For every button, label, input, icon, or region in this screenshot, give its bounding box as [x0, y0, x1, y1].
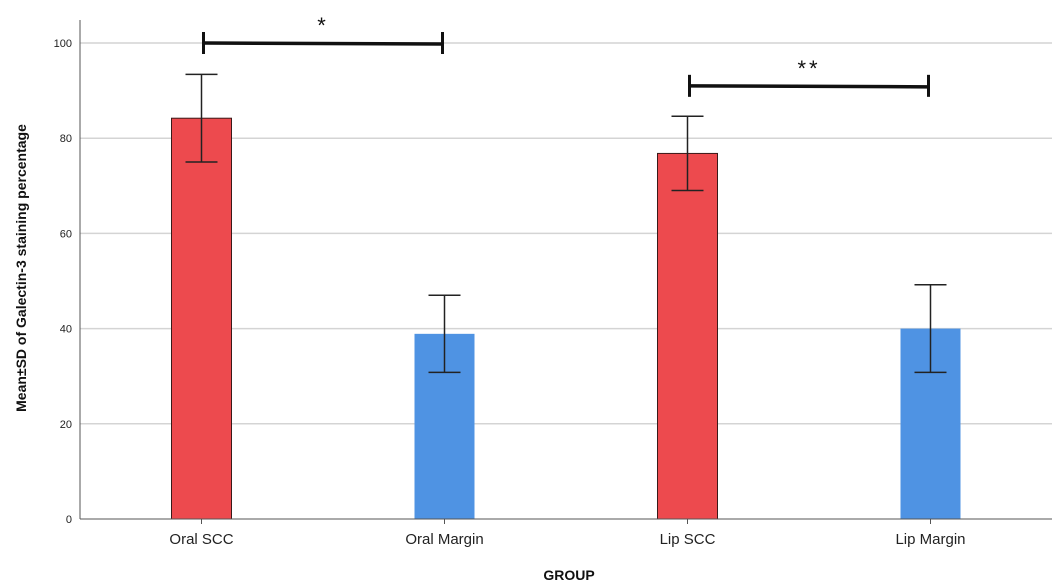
x-tick-label: Oral SCC — [169, 531, 233, 548]
y-tick-labels: 0 20 40 60 80 100 — [54, 38, 72, 526]
bars — [171, 117, 961, 520]
y-tick-label: 40 — [60, 324, 72, 336]
x-tick-label: Lip SCC — [660, 531, 716, 548]
x-tick-label: Oral Margin — [405, 531, 483, 548]
x-tick-label: Lip Margin — [895, 531, 965, 548]
error-bars — [185, 73, 947, 374]
significance-label: ** — [797, 56, 820, 81]
y-tick-label: 80 — [60, 133, 72, 145]
significance-bar — [203, 41, 443, 46]
significance-brackets: *** — [202, 13, 930, 97]
y-axis-title: Mean±SD of Galectin-3 staining percentag… — [13, 124, 29, 412]
x-tick-labels: Oral SCC Oral Margin Lip SCC Lip Margin — [169, 531, 965, 548]
significance-bar — [689, 84, 929, 89]
y-tick-label: 60 — [60, 228, 72, 240]
y-tick-label: 0 — [66, 514, 72, 526]
significance-label: * — [317, 13, 329, 38]
y-tick-label: 100 — [54, 38, 72, 50]
y-tick-label: 20 — [60, 419, 72, 431]
x-axis-title: GROUP — [543, 567, 594, 583]
axes — [79, 20, 1052, 524]
bar — [171, 117, 232, 520]
bar — [657, 152, 718, 520]
